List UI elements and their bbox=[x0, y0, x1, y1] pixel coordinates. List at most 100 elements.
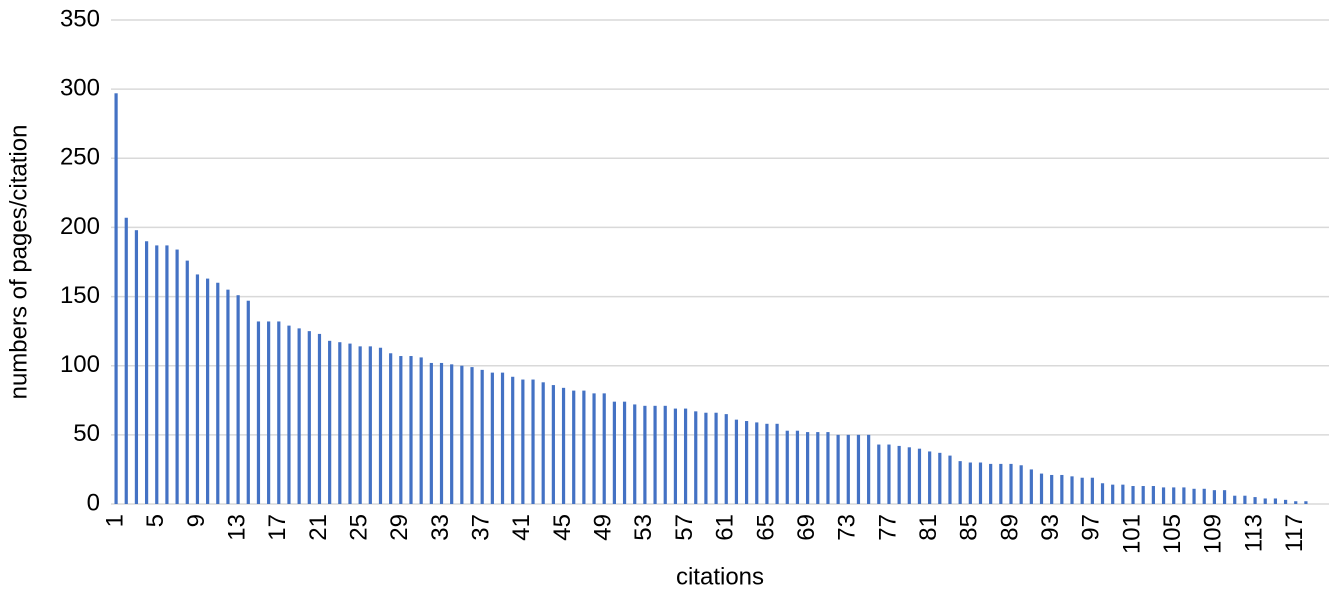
bar bbox=[450, 364, 454, 504]
bar bbox=[1212, 490, 1216, 504]
bar bbox=[1100, 483, 1105, 504]
x-axis-title: citations bbox=[676, 563, 764, 590]
y-tick-label: 350 bbox=[60, 5, 100, 32]
x-tick-label: 113 bbox=[1240, 514, 1267, 552]
bar bbox=[165, 245, 169, 505]
bar bbox=[928, 451, 932, 504]
bar bbox=[317, 333, 322, 504]
x-tick-label: 53 bbox=[630, 514, 657, 541]
bar bbox=[1273, 498, 1278, 504]
bar bbox=[1121, 484, 1125, 504]
x-tick-label: 57 bbox=[671, 514, 698, 541]
bar bbox=[490, 372, 494, 504]
bar bbox=[673, 408, 678, 504]
bar bbox=[653, 405, 657, 504]
bar bbox=[1131, 486, 1135, 504]
bar bbox=[877, 444, 881, 504]
bar bbox=[328, 340, 332, 504]
x-tick-label: 1 bbox=[101, 514, 128, 527]
bar bbox=[1304, 501, 1308, 504]
bar bbox=[1141, 486, 1145, 504]
bar bbox=[155, 245, 159, 505]
bar bbox=[1070, 476, 1074, 504]
bar bbox=[439, 362, 444, 504]
x-tick-label: 37 bbox=[468, 514, 495, 541]
bar bbox=[765, 423, 769, 504]
y-tick-label: 300 bbox=[60, 74, 100, 101]
bar bbox=[429, 362, 433, 504]
x-tick-label: 93 bbox=[1037, 514, 1064, 541]
bar bbox=[287, 325, 291, 504]
y-tick-label: 50 bbox=[73, 420, 100, 447]
x-tick-label: 29 bbox=[386, 514, 413, 541]
bar bbox=[561, 387, 566, 504]
bar bbox=[399, 356, 403, 504]
bar bbox=[887, 444, 891, 504]
bar bbox=[1080, 477, 1084, 504]
bar bbox=[999, 463, 1003, 504]
x-tick-label: 85 bbox=[956, 514, 983, 541]
bar bbox=[297, 328, 301, 504]
bar bbox=[622, 401, 627, 504]
bar bbox=[643, 405, 647, 504]
bar bbox=[1029, 469, 1033, 504]
bar bbox=[1294, 501, 1298, 504]
bar bbox=[511, 376, 515, 504]
bar bbox=[378, 347, 383, 504]
bar bbox=[744, 421, 749, 504]
bar bbox=[470, 367, 474, 504]
bar bbox=[1161, 487, 1166, 504]
bar bbox=[694, 411, 698, 504]
bar bbox=[206, 278, 210, 504]
bar bbox=[409, 356, 413, 504]
bar bbox=[907, 447, 911, 504]
bar bbox=[592, 393, 596, 504]
bar bbox=[236, 295, 240, 504]
x-tick-label: 21 bbox=[305, 514, 332, 541]
bar bbox=[1151, 486, 1155, 504]
bar bbox=[307, 331, 311, 504]
bar bbox=[1243, 495, 1247, 504]
bar bbox=[226, 289, 230, 504]
bar bbox=[572, 390, 576, 504]
bar bbox=[663, 405, 667, 504]
bar bbox=[1050, 474, 1054, 504]
x-tick-label: 61 bbox=[712, 514, 739, 541]
bar bbox=[195, 274, 200, 504]
bar bbox=[633, 404, 637, 504]
bar bbox=[216, 282, 220, 504]
y-tick-label: 150 bbox=[60, 282, 100, 309]
x-tick-label: 77 bbox=[874, 514, 901, 541]
bar bbox=[124, 217, 128, 504]
bar bbox=[1182, 487, 1186, 504]
bar bbox=[724, 414, 728, 504]
bar bbox=[144, 241, 149, 504]
bar bbox=[1019, 465, 1023, 504]
bar bbox=[582, 390, 586, 504]
x-tick-label: 45 bbox=[549, 514, 576, 541]
x-tick-label: 101 bbox=[1118, 514, 1145, 554]
x-tick-label: 5 bbox=[142, 514, 169, 527]
bar bbox=[389, 353, 393, 504]
bar bbox=[1233, 495, 1237, 504]
bar bbox=[1172, 487, 1176, 504]
bar bbox=[755, 422, 759, 504]
bar bbox=[1039, 473, 1044, 504]
x-tick-label: 9 bbox=[183, 514, 210, 527]
y-tick-label: 0 bbox=[87, 489, 100, 516]
x-tick-label: 25 bbox=[345, 514, 372, 541]
bar bbox=[1202, 488, 1206, 504]
bar bbox=[1192, 488, 1196, 504]
bar bbox=[704, 412, 708, 504]
bar bbox=[948, 455, 952, 504]
y-tick-label: 100 bbox=[60, 351, 100, 378]
bar bbox=[917, 448, 922, 504]
bar bbox=[775, 423, 779, 504]
bar bbox=[541, 382, 545, 504]
bar bbox=[826, 432, 830, 504]
x-tick-label: 41 bbox=[508, 514, 535, 541]
bar bbox=[500, 372, 505, 504]
bar bbox=[968, 462, 972, 504]
x-tick-label: 117 bbox=[1281, 514, 1308, 552]
